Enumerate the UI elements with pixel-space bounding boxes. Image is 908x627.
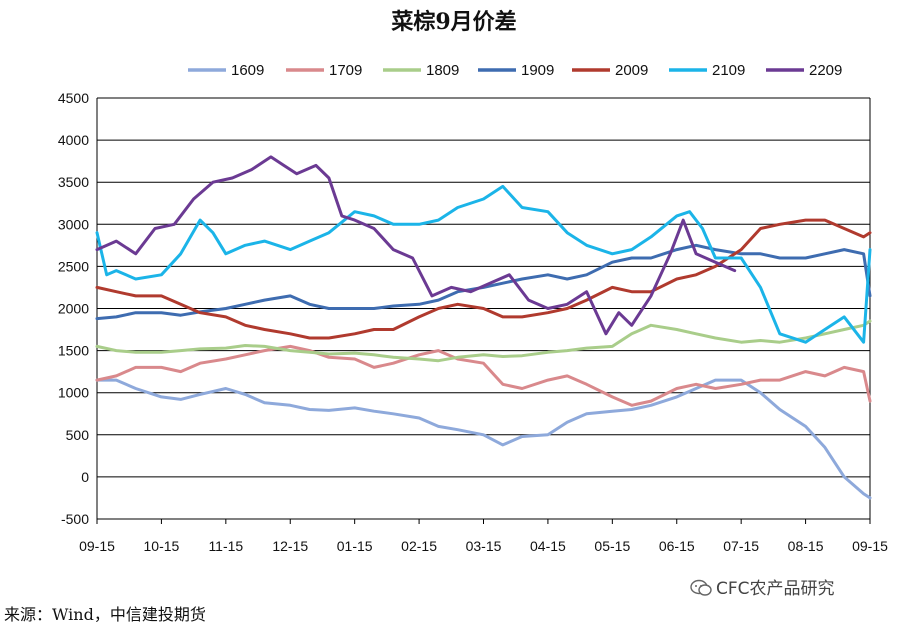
line-chart: -500 0 500 1000 1500 2000 2500 3000 3500 4000 4500… (58, 62, 888, 554)
y-tick-label: 1000 (58, 385, 89, 401)
y-tick-label: 4000 (58, 132, 89, 148)
x-tick-label: 12-15 (272, 538, 308, 554)
y-tick-label: 2500 (58, 258, 89, 274)
y-tick-label: 0 (81, 469, 89, 485)
x-tick-label: 03-15 (466, 538, 502, 554)
y-tick-label: 500 (66, 427, 90, 443)
series-line-1609 (95, 378, 872, 500)
legend-label-2009: 2009 (615, 62, 648, 79)
y-tick-label: 3000 (58, 216, 89, 232)
legend-label-2209: 2209 (809, 62, 842, 79)
series-line-2109 (95, 184, 872, 344)
x-tick-label: 07-15 (723, 538, 759, 554)
y-tick-label: -500 (61, 511, 89, 527)
x-tick-label: 04-15 (530, 538, 566, 554)
x-tick-label: 06-15 (659, 538, 695, 554)
x-tick-label: 09-15 (852, 538, 888, 554)
legend-label-1909: 1909 (521, 62, 554, 79)
x-tick-label: 08-15 (788, 538, 824, 554)
x-tick-label: 05-15 (594, 538, 630, 554)
legend-label-1609: 1609 (231, 62, 264, 79)
x-tick-label: 01-15 (337, 538, 373, 554)
legend-label-1809: 1809 (426, 62, 459, 79)
series-line-2009 (95, 218, 872, 340)
x-tick-label: 02-15 (401, 538, 437, 554)
y-tick-label: 3500 (58, 174, 89, 190)
watermark-text: CFC农产品研究 (716, 579, 835, 599)
axes: -500 0 500 1000 1500 2000 2500 3000 3500 4000 4500… (58, 90, 888, 554)
x-tick-label: 11-15 (208, 538, 243, 554)
legend-label-2109: 2109 (712, 62, 745, 79)
series-line-1909 (95, 243, 872, 321)
watermark: CFC农产品研究 (690, 574, 835, 599)
y-tick-label: 4500 (58, 90, 89, 106)
series-line-1709 (95, 344, 872, 407)
x-tick-label: 09-15 (79, 538, 115, 554)
x-tick-label: 10-15 (144, 538, 180, 554)
chart-title: 菜棕9月价差 (391, 9, 517, 35)
series-lines (95, 155, 872, 500)
y-tick-label: 2000 (58, 301, 89, 317)
legend: 1609 1709 1809 1909 2009 2109 2209 (188, 62, 842, 79)
series-line-2209 (95, 155, 737, 336)
legend-label-1709: 1709 (329, 62, 362, 79)
y-tick-label: 1500 (58, 343, 89, 359)
wechat-icon (690, 579, 712, 596)
source-note: 来源：Wind，中信建投期货 (4, 605, 206, 624)
series-line-1809 (95, 319, 872, 363)
